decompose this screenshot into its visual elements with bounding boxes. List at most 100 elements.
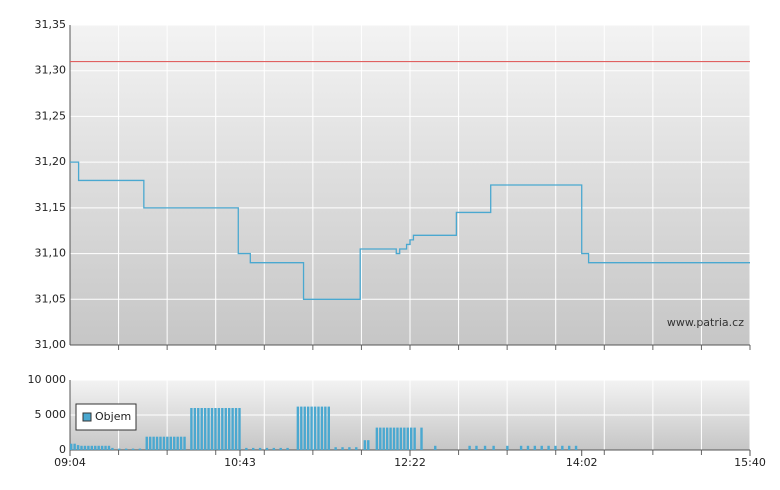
volume-bar (483, 445, 487, 450)
volume-bar (286, 447, 289, 450)
volume-bar (306, 406, 310, 450)
volume-bar (80, 445, 83, 450)
volume-bar (245, 447, 248, 450)
y-tick-label: 31,30 (35, 64, 67, 77)
volume-bar (107, 445, 111, 450)
volume-bar (475, 445, 478, 450)
volume-bar (399, 427, 403, 450)
volume-bar (519, 445, 523, 450)
volume-bar (183, 436, 186, 450)
volume-bar (533, 445, 537, 450)
volume-bar (70, 443, 73, 450)
y-tick-label: 5 000 (35, 408, 67, 421)
volume-bar (279, 447, 282, 450)
volume-bar (300, 406, 303, 450)
volume-bar (561, 445, 564, 450)
volume-bar (403, 427, 406, 450)
volume-bar (131, 448, 135, 450)
volume-bar (152, 436, 155, 450)
volume-bar (382, 427, 385, 450)
x-tick-label: 14:02 (566, 456, 598, 469)
y-tick-label: 0 (59, 443, 66, 456)
volume-bar (468, 445, 471, 450)
volume-bar (224, 408, 227, 450)
volume-bar (73, 443, 76, 450)
volume-bar (363, 440, 367, 450)
volume-bar (341, 447, 344, 450)
legend-label: Objem (95, 410, 131, 423)
volume-bar (203, 408, 207, 450)
volume-bar (320, 406, 324, 450)
volume-bar (379, 427, 382, 450)
volume-bar (148, 436, 152, 450)
x-tick-label: 15:40 (734, 456, 766, 469)
volume-bar (217, 408, 221, 450)
volume-bar (231, 408, 234, 450)
volume-bar (392, 427, 396, 450)
volume-bar (265, 447, 269, 450)
volume-bar (272, 447, 276, 450)
volume-bar (252, 447, 255, 450)
y-tick-label: 31,25 (35, 109, 67, 122)
volume-bar (111, 447, 114, 450)
volume-bar (406, 427, 409, 450)
volume-bar (334, 447, 337, 450)
volume-bar (574, 445, 578, 450)
volume-bar (317, 406, 320, 450)
volume-bar (567, 445, 571, 450)
volume-bar (155, 436, 159, 450)
volume-bar (413, 427, 416, 450)
volume-bar (179, 436, 183, 450)
volume-bar (434, 445, 437, 450)
volume-bar (162, 436, 166, 450)
y-tick-label: 10 000 (28, 373, 67, 386)
volume-bar (159, 436, 162, 450)
volume-bar (375, 427, 379, 450)
volume-bar (200, 408, 203, 450)
volume-bar (176, 436, 179, 450)
volume-bar (210, 408, 214, 450)
watermark: www.patria.cz (667, 316, 744, 329)
volume-bar (389, 427, 392, 450)
volume-bar (83, 445, 87, 450)
volume-bar (100, 445, 104, 450)
volume-bar (258, 447, 262, 450)
volume-bar (118, 448, 121, 450)
volume-bar (313, 406, 317, 450)
volume-bar (145, 436, 148, 450)
volume-bar (540, 445, 543, 450)
volume-bar (104, 445, 107, 450)
volume-bar (554, 445, 557, 450)
volume-bar (296, 406, 300, 450)
volume-bar (124, 448, 128, 450)
volume-bar (207, 408, 210, 450)
volume-bar (138, 448, 142, 450)
volume-bar (214, 408, 217, 450)
y-tick-label: 31,00 (35, 338, 67, 351)
volume-bar (410, 427, 413, 450)
volume-bar (506, 445, 509, 450)
y-tick-label: 31,15 (35, 201, 67, 214)
volume-bar (355, 447, 358, 450)
volume-bar (526, 445, 530, 450)
volume-bar (227, 408, 231, 450)
volume-bar (97, 445, 100, 450)
volume-bar (166, 436, 169, 450)
volume-bar (94, 445, 97, 450)
y-tick-label: 31,35 (35, 18, 67, 31)
y-tick-label: 31,05 (35, 292, 67, 305)
volume-bar (87, 445, 90, 450)
volume-bar (420, 427, 423, 450)
x-tick-label: 12:22 (394, 456, 426, 469)
price-line (70, 161, 750, 300)
volume-bar (193, 408, 197, 450)
volume-bar (190, 408, 193, 450)
volume-bar (327, 406, 330, 450)
legend-swatch (82, 412, 92, 422)
x-tick-label: 09:04 (54, 456, 86, 469)
volume-bar (547, 445, 550, 450)
volume-bar (303, 406, 306, 450)
volume-bar (221, 408, 224, 450)
volume-bar (90, 445, 94, 450)
